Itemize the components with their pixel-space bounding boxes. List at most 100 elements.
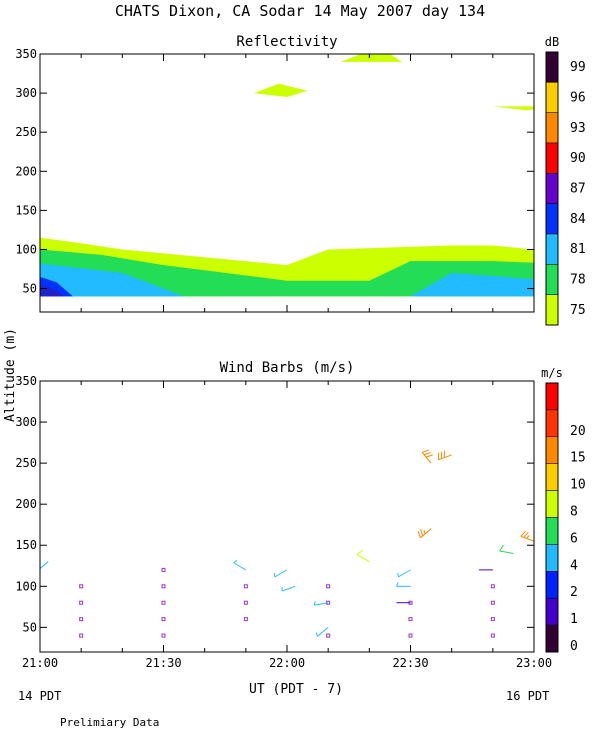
y-tick-label: 100 xyxy=(15,579,37,593)
calm-marker xyxy=(327,634,330,637)
colorbar-swatch xyxy=(546,204,558,234)
y-tick-label: 200 xyxy=(15,164,37,178)
y-tick-label: 150 xyxy=(15,203,37,217)
wind-barb xyxy=(357,550,369,561)
reflectivity-patch xyxy=(341,54,403,62)
colorbar-swatch xyxy=(546,625,558,652)
wind-barb xyxy=(314,601,328,605)
barb-flag xyxy=(421,529,423,536)
wind-barb xyxy=(36,562,48,571)
barb-staff xyxy=(357,555,369,562)
y-tick-label: 200 xyxy=(15,497,37,511)
calm-marker xyxy=(409,618,412,621)
calm-marker xyxy=(162,634,165,637)
y-tick-label: 300 xyxy=(15,415,37,429)
x-axis-label: UT (PDT - 7) xyxy=(249,682,343,697)
panel-title: Wind Barbs (m/s) xyxy=(220,360,355,376)
barb-flag xyxy=(398,573,399,577)
colorbar-swatch xyxy=(546,544,558,571)
colorbar-tick-label: 84 xyxy=(570,212,586,227)
colorbar-swatch xyxy=(546,143,558,173)
barb-staff xyxy=(439,455,452,460)
calm-marker xyxy=(162,618,165,621)
wind-barb xyxy=(422,450,433,463)
wind-barb xyxy=(274,570,287,577)
calm-marker xyxy=(491,585,494,588)
barb-flag xyxy=(500,545,504,551)
colorbar-swatch xyxy=(546,571,558,598)
colorbar-swatch xyxy=(546,234,558,264)
colorbar-swatch xyxy=(546,264,558,294)
colorbar-swatch xyxy=(546,52,558,82)
colorbar-swatch xyxy=(546,518,558,545)
calm-marker xyxy=(162,568,165,571)
colorbar-unit: m/s xyxy=(541,366,563,380)
calm-marker xyxy=(327,585,330,588)
barb-flag xyxy=(424,530,425,534)
barb-flag xyxy=(357,550,362,554)
calm-marker xyxy=(244,585,247,588)
barb-flag xyxy=(234,560,237,562)
barb-flag xyxy=(418,531,420,538)
colorbar-tick-label: 20 xyxy=(570,424,586,439)
calm-marker xyxy=(80,618,83,621)
colorbar-swatch xyxy=(546,464,558,491)
colorbar-tick-label: 2 xyxy=(570,585,578,600)
colorbar-swatch xyxy=(546,383,558,410)
colorbar-swatch xyxy=(546,295,558,325)
barb-staff xyxy=(314,603,328,605)
barb-flag xyxy=(588,437,590,444)
barb-staff xyxy=(398,570,410,577)
y-tick-label: 350 xyxy=(15,374,37,388)
colorbar-tick-label: 78 xyxy=(570,273,586,288)
panel-title: Reflectivity xyxy=(236,34,337,50)
barb-flag xyxy=(274,573,275,577)
colorbar-swatch xyxy=(546,491,558,518)
barb-flag xyxy=(426,455,433,457)
colorbar-tick-label: 93 xyxy=(570,121,586,136)
calm-marker xyxy=(409,634,412,637)
x-tick-label: 21:30 xyxy=(145,656,181,670)
calm-marker xyxy=(244,618,247,621)
x-tick-label: 21:00 xyxy=(22,656,58,670)
wind-barb xyxy=(439,451,452,460)
wind-barb xyxy=(500,545,514,553)
colorbar-swatch xyxy=(546,598,558,625)
calm-marker xyxy=(491,601,494,604)
calm-marker xyxy=(162,585,165,588)
wind-barb xyxy=(521,531,534,541)
barb-flag xyxy=(424,453,431,455)
y-tick-label: 150 xyxy=(15,538,37,552)
calm-marker xyxy=(491,618,494,621)
colorbar-tick-label: 10 xyxy=(570,478,586,493)
calm-marker xyxy=(80,585,83,588)
colorbar-tick-label: 15 xyxy=(570,451,586,466)
calm-marker xyxy=(491,634,494,637)
wind-barb xyxy=(234,560,246,569)
barb-staff xyxy=(275,570,287,577)
colorbar-tick-label: 0 xyxy=(570,639,578,654)
barb-flag xyxy=(422,450,429,452)
reflectivity-patch xyxy=(254,84,308,97)
colorbar-swatch xyxy=(546,113,558,143)
colorbar-tick-label: 90 xyxy=(570,151,586,166)
calm-marker xyxy=(244,601,247,604)
barb-flag xyxy=(316,633,317,637)
wind-barb xyxy=(397,583,411,587)
x-tick-label: 23:00 xyxy=(516,656,552,670)
x-tick-label: 22:30 xyxy=(392,656,428,670)
wind-barbs-panel: Wind Barbs (m/s)5010015020025030035021:0… xyxy=(15,360,600,670)
colorbar-swatch xyxy=(546,173,558,203)
wind-barb xyxy=(398,570,411,577)
y-tick-label: 300 xyxy=(15,86,37,100)
barb-flag xyxy=(583,441,585,448)
right-date-label: 16 PDT xyxy=(506,689,549,703)
y-tick-label: 50 xyxy=(23,282,37,296)
colorbar-swatch xyxy=(546,410,558,437)
y-tick-label: 350 xyxy=(15,47,37,61)
y-tick-label: 250 xyxy=(15,125,37,139)
wind-barb xyxy=(582,599,596,603)
y-tick-label: 50 xyxy=(23,620,37,634)
barb-staff xyxy=(585,438,596,447)
